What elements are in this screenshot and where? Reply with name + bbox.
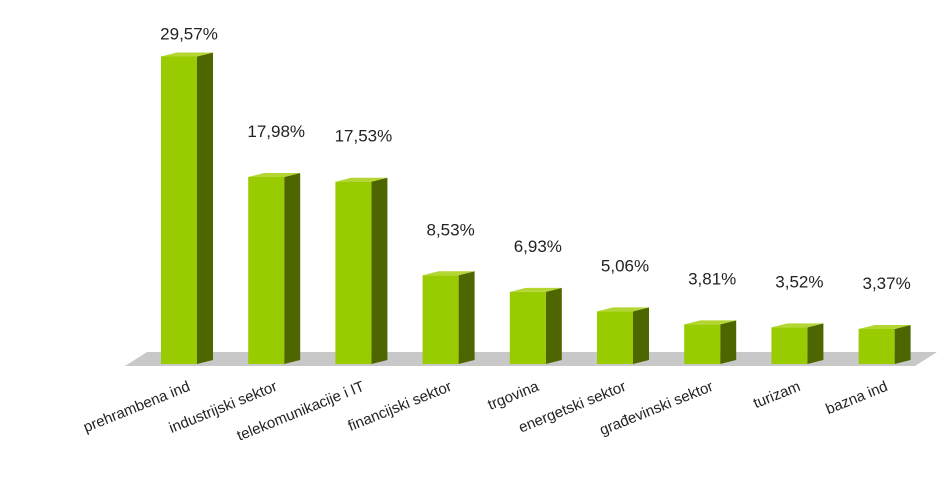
bar-side [371, 177, 388, 364]
bar-side [633, 307, 649, 364]
bar-top [509, 287, 562, 292]
bar-front [771, 327, 808, 364]
data-label: 5,06% [601, 256, 649, 275]
bar-side [720, 320, 737, 364]
bar-front [509, 291, 546, 364]
bar [858, 324, 911, 364]
bar-side [458, 271, 475, 364]
bar [597, 307, 649, 364]
data-label: 17,98% [247, 122, 305, 141]
data-label: 17,53% [335, 127, 393, 146]
bar-front [422, 275, 459, 364]
bar-front [597, 311, 633, 364]
value-labels-group: 29,57% 17,98% 17,53% 8,53% 6,93% 5,06% 3,81% 3,… [160, 24, 911, 292]
bar-top [771, 323, 824, 328]
bar-top [858, 324, 911, 329]
bar-top [684, 320, 737, 325]
data-label: 3,81% [688, 269, 736, 288]
bar-top [335, 177, 388, 182]
bar [509, 287, 562, 364]
bars-group [161, 52, 911, 365]
data-label: 29,57% [160, 24, 218, 43]
bar [771, 323, 824, 364]
bar [161, 52, 213, 365]
bar-top [248, 173, 301, 178]
bar [422, 271, 475, 364]
category-label: turizam [751, 378, 803, 412]
bar-front [858, 328, 895, 364]
bar-front [161, 56, 197, 365]
bar-front [684, 324, 721, 364]
bar-side [894, 324, 911, 364]
data-label: 6,93% [514, 237, 562, 256]
bar [684, 320, 737, 364]
bar-side [807, 323, 824, 364]
data-label: 3,37% [862, 274, 910, 293]
bar [335, 177, 388, 364]
bar-top [161, 52, 213, 57]
bar-top [422, 271, 475, 276]
category-label: trgovina [485, 378, 541, 414]
category-label: bazna ind [823, 378, 890, 418]
bar [248, 173, 301, 364]
data-label: 8,53% [426, 220, 474, 239]
bar-side [197, 52, 213, 365]
bar-front [335, 181, 372, 364]
bar-side [284, 173, 301, 364]
bar-side [545, 287, 562, 364]
bar-front [248, 177, 285, 364]
bar-top [597, 307, 649, 312]
data-label: 3,52% [775, 272, 823, 291]
